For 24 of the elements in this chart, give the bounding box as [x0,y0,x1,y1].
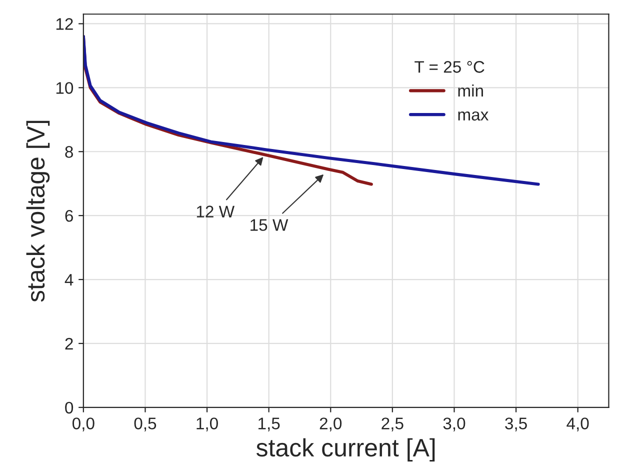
y-tick-label: 6 [65,210,73,222]
x-tick-label: 2,5 [382,418,404,432]
y-tick-label: 10 [56,82,74,94]
y-tick-label: 12 [56,18,73,30]
legend-title: T = 25 °C [414,61,484,73]
legend-label: max [458,111,488,121]
legend-label: min [458,84,483,97]
annotation: 15 W [250,219,288,231]
x-tick-label: 0,5 [134,418,156,432]
x-tick-label: 1,0 [196,418,218,432]
x-tick-label: 2,0 [320,418,342,432]
x-tick-label: 4,0 [566,418,589,432]
x-axis-title: stack current [A] [256,438,435,462]
y-tick-label: 2 [65,338,73,350]
x-tick-label: 0,0 [72,418,94,432]
y-tick-label: 8 [65,146,73,158]
y-axis-title: stack voltage [V] [26,120,50,302]
x-tick-label: 3,0 [443,418,466,432]
y-tick-label: 4 [64,274,74,286]
x-tick-label: 1,5 [258,418,280,432]
line-series [83,34,540,186]
x-tick-label: 3,5 [505,418,527,432]
annotation: 12 W [196,206,235,218]
y-tick-label: 0 [65,402,74,414]
